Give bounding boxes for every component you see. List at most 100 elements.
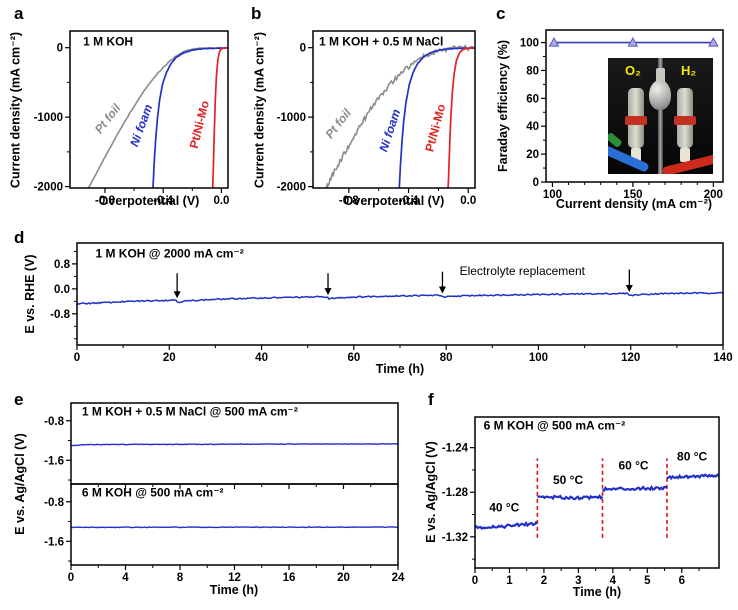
y-tick-label: 0.0 (54, 284, 70, 296)
x-tick-label: 0 (74, 352, 80, 364)
annotation: 1 M KOH @ 2000 mA cm⁻² (95, 247, 243, 261)
x-tick-label: 140 (713, 352, 732, 364)
y-tick-label: 0 (300, 43, 306, 55)
x-tick-label: 80 (440, 352, 453, 364)
x-tick-label: 2 (541, 575, 547, 587)
chart-group-b: -0.8 -0.4 0.0 0 -1000 -2000 1 M KOH + 0.5 M Na… (277, 30, 476, 207)
series-pt-foil (325, 44, 475, 188)
x-tick-label: 0 (472, 575, 478, 587)
annotation: Pt/Ni-Mo (422, 103, 448, 154)
clamp-left-graphic (625, 116, 647, 125)
series-pt-ni-mo (211, 46, 228, 188)
x-tick-label: 1 (506, 575, 513, 587)
annotation: 6 M KOH @ 500 mA cm⁻² (82, 485, 224, 499)
series-temperature-steps (666, 473, 719, 481)
chart-d: 0 20 40 60 80 100 120 140 0.8 0.0 -0.8 1 M KOH @ 20… (50, 242, 733, 364)
annotation: 1 M KOH + 0.5 M NaCl (319, 35, 443, 49)
x-tick-label: 0 (68, 572, 74, 584)
x-axis-label-f: Time (h) (572, 585, 622, 599)
y-tick-label: 0 (57, 43, 63, 55)
series-koh-500 (71, 526, 398, 529)
annotation: Pt/Ni-Mo (187, 99, 212, 150)
annotation: 50 °C (553, 473, 583, 487)
panel-a: -0.8 -0.4 0.0 0 -1000 -2000 1 M KOH Pt foil Ni f… (0, 0, 245, 225)
x-tick-label: 150 (623, 189, 642, 201)
x-tick-label: 120 (621, 352, 640, 364)
y-axis-label-a: Current density (mA cm⁻²) (8, 31, 23, 189)
x-tick-label: 8 (177, 572, 184, 584)
chart-group-f: 0 1 2 3 4 5 6 -1.24 -1.28 -1.32 6 M KOH @ 500 mA c… (442, 416, 720, 587)
panel-e: -0.8 -1.6 1 M KOH + 0.5 M NaCl @ 500 mA cm… (0, 385, 415, 610)
x-tick-label: 100 (543, 189, 562, 201)
panel-letter-a: a (14, 4, 24, 23)
axes-frame (545, 29, 724, 183)
y-tick-label: 40 (526, 121, 539, 133)
h2-label: H₂ (681, 63, 697, 78)
chart-group-d: 0 20 40 60 80 100 120 140 0.8 0.0 -0.8 1 M KOH @ 20… (50, 242, 733, 364)
x-tick-label: 4 (122, 572, 129, 584)
panel-c: 100 150 200 0 20 40 60 80 100 O₂ H₂ c Faraday ef… (490, 0, 738, 225)
series-temperature-steps (537, 493, 604, 501)
series-potential (77, 291, 723, 306)
annotation: Electrolyte replacement (460, 264, 586, 278)
x-tick-label: 0.0 (460, 195, 476, 207)
series-temperature-steps (475, 520, 538, 531)
series-temperature-steps (601, 484, 668, 493)
x-tick-label: -0.8 (339, 195, 359, 207)
fitting-left-graphic (631, 148, 641, 162)
panel-letter-c: c (496, 4, 506, 23)
chart-group-e_top: -0.8 -1.6 1 M KOH + 0.5 M NaCl @ 500 mA cm… (44, 402, 399, 489)
series-pt-ni-mo (447, 47, 473, 188)
blue-wire-graphic (608, 144, 650, 173)
y-tick-label: -1.32 (442, 532, 468, 544)
x-tick-label: 200 (704, 189, 723, 201)
x-tick-label: 0.0 (213, 195, 229, 207)
x-tick-label: 3 (575, 575, 581, 587)
replacement-arrow-head (438, 286, 446, 294)
panel-letter-f: f (428, 390, 434, 409)
x-axis-label-a: Overpotential (V) (98, 194, 200, 208)
panel-letter-d: d (14, 228, 25, 247)
y-tick-label: -1000 (277, 112, 306, 124)
replacement-arrow-head (173, 291, 181, 299)
y-tick-label: -0.8 (44, 497, 64, 509)
annotation: Ni foam (127, 102, 155, 148)
panel-d: 0 20 40 60 80 100 120 140 0.8 0.0 -0.8 1 M KOH @ 20… (0, 225, 738, 385)
y-axis-label-f: E vs. Ag/AgCl (V) (424, 441, 438, 543)
x-tick-label: -0.8 (95, 195, 115, 207)
annotation: 60 °C (618, 458, 648, 472)
green-wire-graphic (608, 131, 623, 149)
axes-frame (69, 30, 229, 189)
y-tick-label: 20 (526, 149, 539, 161)
y-tick-label: -2000 (277, 182, 306, 194)
y-tick-label: -0.8 (50, 309, 70, 321)
y-axis-label-c: Faraday efficiency (%) (496, 40, 510, 172)
stand-rod-graphic (658, 58, 663, 174)
y-tick-label: 0 (533, 177, 539, 189)
panel-b: -0.8 -0.4 0.0 0 -1000 -2000 1 M KOH + 0.5 M Na… (245, 0, 490, 225)
annotation: 40 °C (489, 501, 519, 515)
y-tick-label: 0.8 (54, 259, 71, 271)
chart-b: -0.8 -0.4 0.0 0 -1000 -2000 1 M KOH + 0.5 M Na… (277, 30, 476, 207)
x-tick-label: 60 (347, 352, 360, 364)
annotation: 6 M KOH @ 500 mA cm⁻² (484, 418, 626, 432)
y-tick-label: 60 (526, 93, 539, 105)
y-tick-label: -1.24 (442, 443, 469, 455)
replacement-arrow-head (324, 288, 332, 296)
x-tick-label: 20 (337, 572, 350, 584)
x-axis-label-c: Current density (mA cm⁻²) (555, 197, 713, 211)
x-tick-label: 16 (283, 572, 296, 584)
x-tick-label: 20 (163, 352, 176, 364)
cell-neck-graphic (656, 68, 665, 84)
y-tick-label: -1.6 (44, 536, 64, 548)
chart-c: 100 150 200 0 20 40 60 80 100 (520, 29, 724, 201)
clamp-right-graphic (674, 116, 696, 125)
panel-letter-e: e (14, 390, 24, 409)
y-axis-label-d: E vs. RHE (V) (23, 254, 37, 334)
panel-letter-b: b (251, 4, 262, 23)
chart-group-c: 100 150 200 0 20 40 60 80 100 (520, 29, 724, 201)
fitting-right-graphic (680, 148, 690, 162)
